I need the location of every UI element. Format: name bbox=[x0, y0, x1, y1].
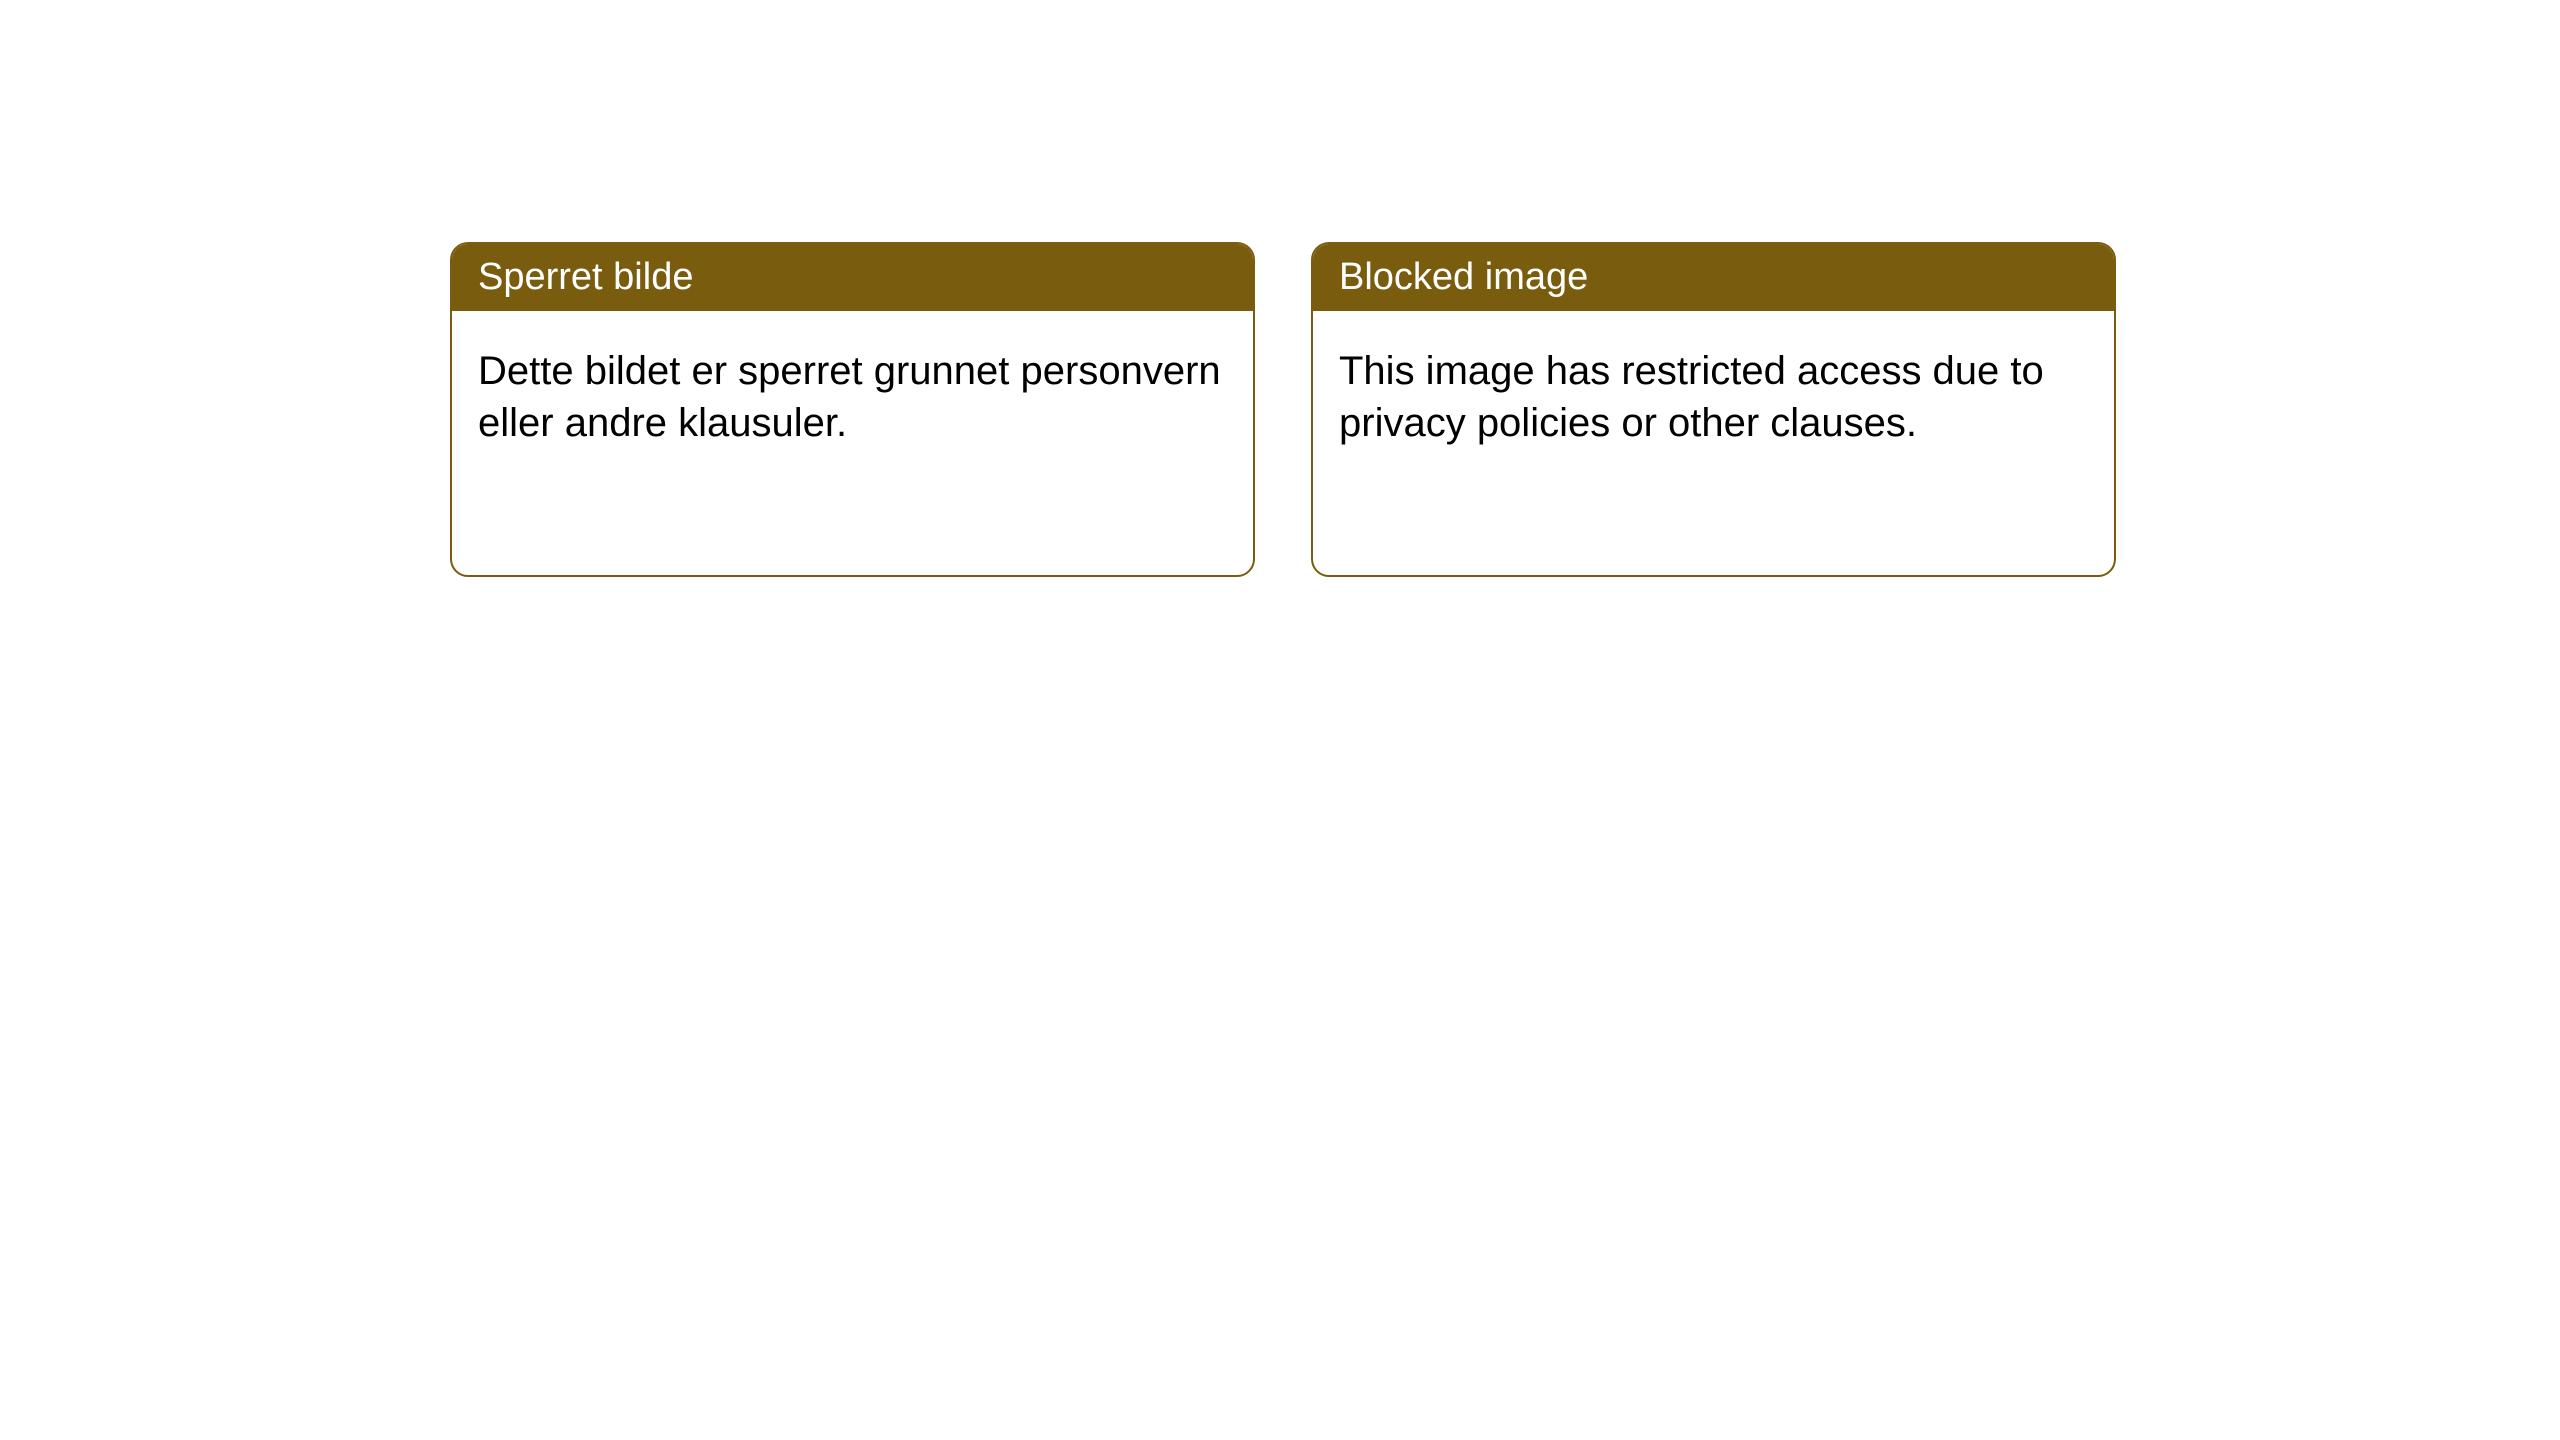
notice-body-english: This image has restricted access due to … bbox=[1313, 311, 2114, 483]
notice-body-norwegian: Dette bildet er sperret grunnet personve… bbox=[452, 311, 1253, 483]
notice-card-norwegian: Sperret bilde Dette bildet er sperret gr… bbox=[450, 242, 1255, 577]
notice-title-norwegian: Sperret bilde bbox=[478, 256, 693, 298]
notice-header-norwegian: Sperret bilde bbox=[452, 244, 1253, 311]
notice-title-english: Blocked image bbox=[1339, 256, 1588, 298]
notice-header-english: Blocked image bbox=[1313, 244, 2114, 311]
notice-container: Sperret bilde Dette bildet er sperret gr… bbox=[0, 0, 2560, 577]
notice-card-english: Blocked image This image has restricted … bbox=[1311, 242, 2116, 577]
notice-text-norwegian: Dette bildet er sperret grunnet personve… bbox=[478, 349, 1221, 445]
notice-text-english: This image has restricted access due to … bbox=[1339, 349, 2044, 445]
